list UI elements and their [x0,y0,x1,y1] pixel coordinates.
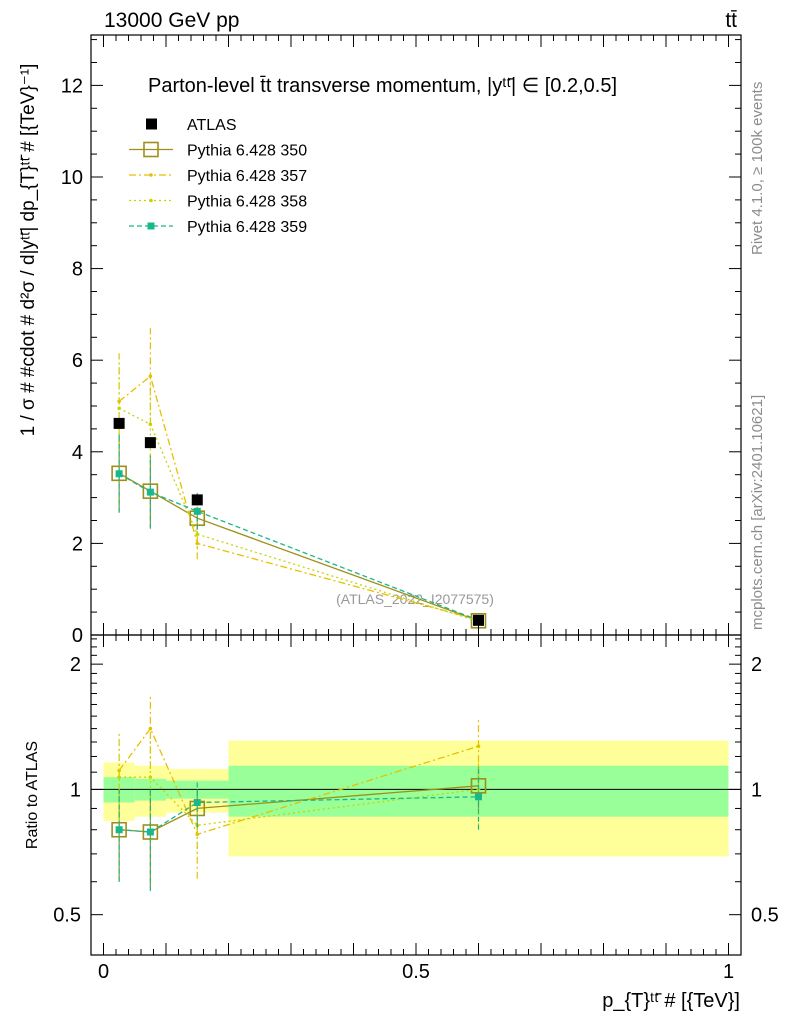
legend-label: Pythia 6.428 357 [187,168,307,185]
ratio-tick-label-left: 1 [70,779,81,801]
series-point [117,406,121,411]
ratio-line-2 [119,776,479,826]
main-data-layer [113,417,484,626]
series-point [115,470,123,478]
ratio-point [195,832,200,837]
atlas-point [113,417,125,429]
chart-title: Parton-level t̄t transverse momentum, |y… [148,75,617,97]
y-tick-label: 10 [61,167,83,189]
series-point [193,507,201,515]
main-ticks: 0 2 4 6 8 10 12 [61,39,741,647]
ratio-point [148,775,153,779]
x-ticks: 0 0.5 1 [90,35,742,983]
x-axis-label: p_{T}ᵗᵗ̄ # [{TeV}] [602,990,740,1012]
legend-label: ATLAS [187,117,237,134]
y-tick-label: 6 [72,350,83,372]
series-point [146,488,154,496]
series-point [195,541,200,546]
ratio-point [193,799,201,807]
atlas-point [473,614,484,626]
legend-marker [146,118,157,130]
ratio-tick-label-left: 2 [70,654,81,676]
ratio-tick-label-right: 1 [751,779,762,801]
y-tick-label: 12 [61,75,83,97]
ratio-point [476,744,481,749]
x-tick-label: 0.5 [402,961,430,983]
ratio-y-axis-label: Ratio to ATLAS [24,741,41,849]
y-tick-label: 0 [72,625,83,647]
mcplots-label: mcplots.cern.ch [arXiv:2401.10621] [749,395,766,630]
y-tick-label: 2 [72,533,83,555]
series-point [117,399,121,404]
y-axis-label: 1 / σ # #cdot # d²σ / d|yᵗᵗ̄| dp_{T}ᵗᵗ̄ … [18,64,39,437]
series-line-1 [118,375,479,621]
ratio-line-0 [119,785,479,833]
series-point [195,532,200,537]
ratio-point [475,793,482,801]
ratio-tick-label-right: 2 [751,654,762,676]
legend-label: Pythia 6.428 358 [187,194,307,211]
legend-label: Pythia 6.428 359 [187,219,307,236]
ratio-series-layer [111,695,487,891]
atlas-point [191,494,203,506]
legend-marker [149,198,153,203]
series-line-3 [118,473,479,621]
ratio-point [148,726,153,731]
legend-marker [147,222,155,230]
legend-marker [143,141,159,158]
ratio-tick-label-left: 0.5 [53,905,81,927]
series-point [148,374,153,379]
legend-marker [149,173,153,177]
watermark: (ATLAS_2022_I2077575) [336,591,494,607]
ratio-line-1 [118,727,479,836]
y-tick-label: 4 [72,442,83,464]
x-tick-label: 1 [723,961,734,983]
legend: ATLAS Pythia 6.428 350 Pythia 6.428 357 Pyt… [129,117,307,236]
main-series-layer [111,328,487,629]
legend-label: Pythia 6.428 350 [187,143,307,160]
series-line-2 [118,407,479,622]
ratio-line-3 [119,796,479,833]
energy-label: 13000 GeV pp [104,9,239,32]
main-panel: (ATLAS_2022_I2077575) 0 2 4 6 8 10 12 Parton-l… [18,34,742,647]
series-point [148,422,153,427]
x-tick-label: 0 [98,961,109,983]
atlas-point [144,437,156,449]
ratio-point [117,775,121,779]
ratio-panel: 0.5 0.5 1 1 2 2 Ratio to ATLAS [24,634,779,956]
ratio-tick-label-right: 0.5 [751,905,779,927]
ratio-point [146,828,154,836]
ratio-ticks: 0.5 0.5 1 1 2 2 [53,638,779,956]
ratio-point [115,826,123,834]
process-label: tt̄ [725,9,737,32]
rivet-version-label: Rivet 4.1.0, ≥ 100k events [749,82,766,255]
y-tick-label: 8 [72,259,83,281]
